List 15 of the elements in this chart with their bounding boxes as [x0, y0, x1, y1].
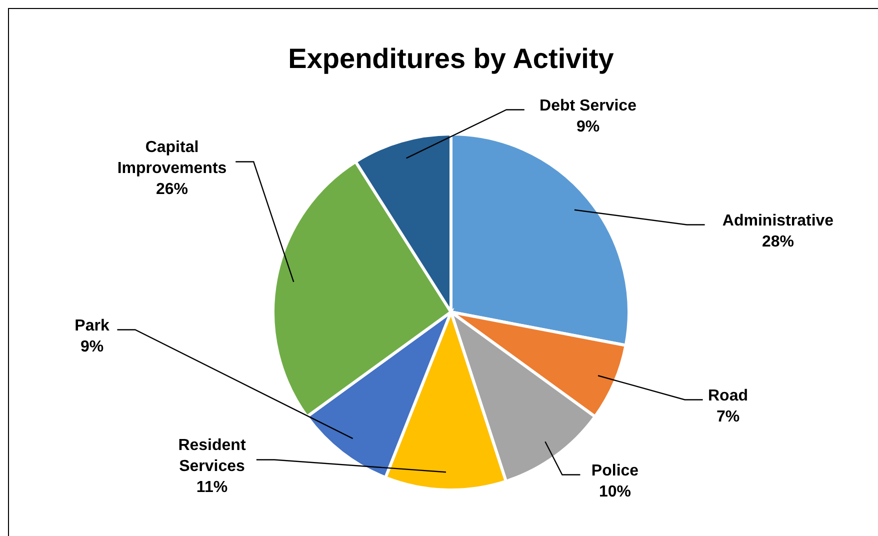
data-label: 10% — [598, 484, 632, 500]
data-label: 9% — [576, 118, 600, 136]
slice-label: Police — [591, 462, 639, 480]
chart-title: Expenditures by Activity — [288, 43, 614, 74]
data-label: 11% — [196, 479, 228, 496]
slice-label: Capital Improvements — [117, 139, 227, 177]
data-label: 9% — [80, 338, 104, 356]
data-label: 26% — [156, 181, 188, 198]
data-label: 28% — [762, 234, 794, 250]
slice-label: Road — [708, 388, 748, 404]
slice-label: Debt Service — [540, 98, 637, 114]
data-label: 7% — [716, 408, 740, 426]
slice-label: Resident Services — [178, 437, 246, 475]
slice-label: Park — [74, 318, 110, 334]
slice-label: Administrative — [722, 212, 834, 230]
